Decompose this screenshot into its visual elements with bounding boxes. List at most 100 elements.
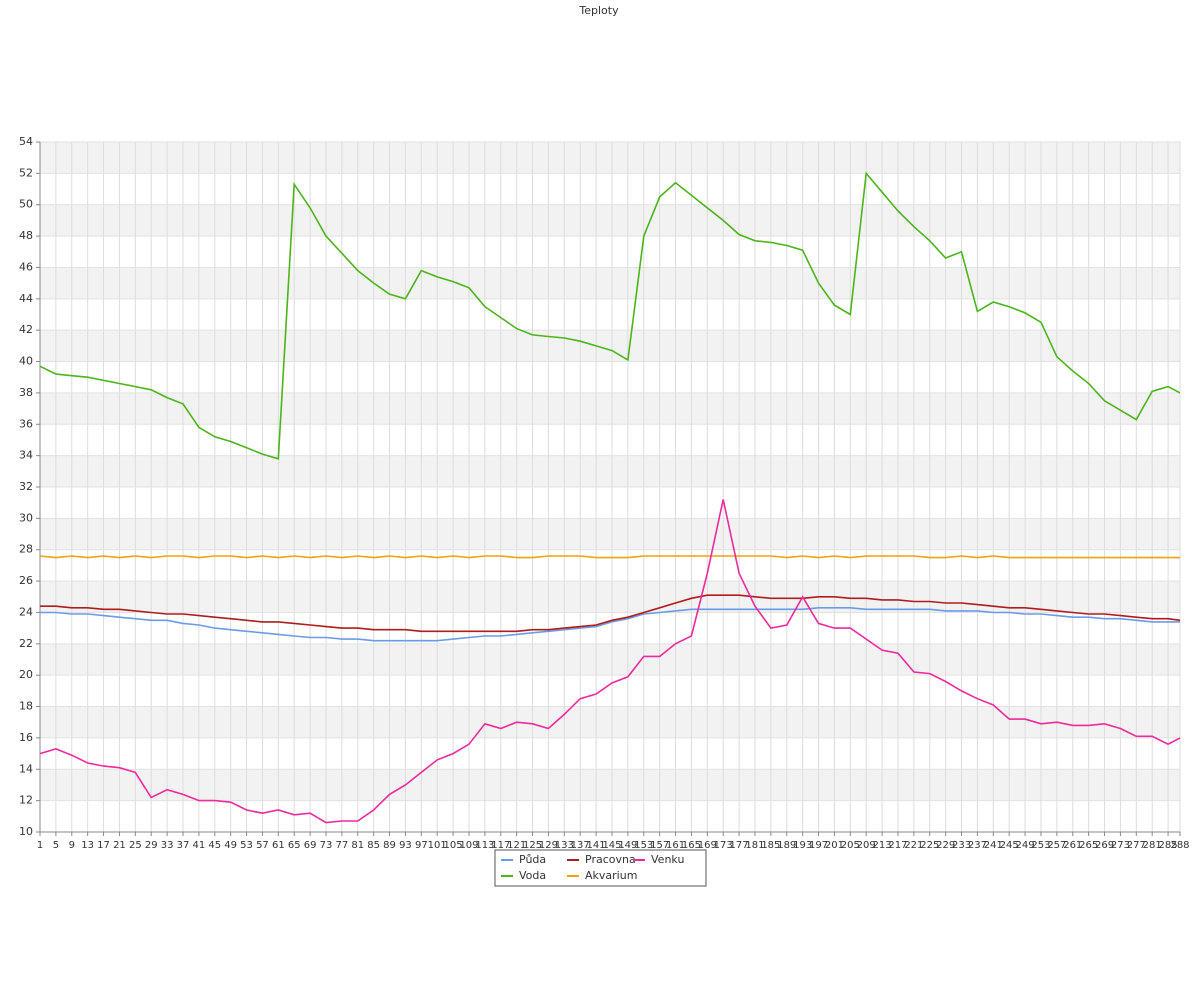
x-tick-label: 253 <box>1031 840 1050 851</box>
x-tick-label: 97 <box>415 840 428 851</box>
series-line <box>40 606 1180 642</box>
x-tick-label: 89 <box>383 840 396 851</box>
x-tick-label: 101 <box>428 840 447 851</box>
x-tick-label: 149 <box>618 840 637 851</box>
x-tick-label: 233 <box>952 840 971 851</box>
y-tick-label: 16 <box>19 731 33 744</box>
y-tick-label: 50 <box>19 198 33 211</box>
legend-label: Pracovna <box>585 853 636 866</box>
y-tick-label: 30 <box>19 511 33 524</box>
x-tick-label: 161 <box>666 840 685 851</box>
x-tick-label: 105 <box>444 840 463 851</box>
y-tick-label: 28 <box>19 543 33 556</box>
x-tick-label: 221 <box>904 840 923 851</box>
x-tick-label: 77 <box>336 840 349 851</box>
x-tick-label: 197 <box>809 840 828 851</box>
legend-label: Akvarium <box>585 869 637 882</box>
grid-band <box>40 518 1180 550</box>
x-tick-label: 288 <box>1170 840 1189 851</box>
y-tick-label: 46 <box>19 260 33 273</box>
y-tick-label: 32 <box>19 480 33 493</box>
legend-label: Venku <box>651 853 684 866</box>
x-tick-label: 273 <box>1111 840 1130 851</box>
series-line <box>40 594 1181 633</box>
x-tick-label: 153 <box>634 840 653 851</box>
x-tick-label: 277 <box>1127 840 1146 851</box>
y-tick-label: 20 <box>19 668 33 681</box>
x-tick-label: 269 <box>1095 840 1114 851</box>
x-tick-label: 53 <box>240 840 253 851</box>
x-tick-label: 217 <box>888 840 907 851</box>
x-tick-label: 109 <box>459 840 478 851</box>
x-tick-label: 49 <box>224 840 237 851</box>
x-tick-label: 213 <box>873 840 892 851</box>
x-tick-label: 85 <box>367 840 380 851</box>
x-tick-label: 17 <box>97 840 110 851</box>
y-tick-label: 34 <box>19 449 33 462</box>
x-tick-label: 201 <box>825 840 844 851</box>
y-tick-label: 10 <box>19 825 33 838</box>
x-tick-label: 229 <box>936 840 955 851</box>
grid-band <box>40 392 1180 425</box>
x-tick-label: 257 <box>1047 840 1066 851</box>
series-line <box>39 499 1181 824</box>
y-tick-label: 54 <box>19 135 33 148</box>
x-tick-label: 57 <box>256 840 269 851</box>
x-tick-label: 285 <box>1159 840 1178 851</box>
grid-band <box>40 455 1180 487</box>
x-tick-label: 65 <box>288 840 301 851</box>
x-tick-label: 137 <box>571 840 590 851</box>
x-tick-label: 33 <box>161 840 174 851</box>
x-tick-label: 205 <box>841 840 860 851</box>
y-tick-label: 18 <box>19 700 33 713</box>
y-tick-label: 44 <box>19 292 33 305</box>
grid-band <box>40 643 1180 676</box>
legend-label: Voda <box>519 869 546 882</box>
grid-band <box>40 769 1180 801</box>
legend-label: Půda <box>519 853 546 866</box>
x-tick-label: 73 <box>320 840 333 851</box>
y-tick-label: 26 <box>19 574 33 587</box>
x-tick-label: 113 <box>475 840 494 851</box>
x-tick-label: 157 <box>650 840 669 851</box>
x-tick-label: 5 <box>53 840 59 851</box>
x-tick-label: 13 <box>81 840 94 851</box>
x-tick-label: 165 <box>682 840 701 851</box>
x-tick-label: 281 <box>1143 840 1162 851</box>
x-tick-label: 185 <box>761 840 780 851</box>
grid-band <box>40 204 1180 237</box>
x-tick-label: 173 <box>714 840 733 851</box>
y-tick-label: 14 <box>19 762 33 775</box>
x-tick-label: 261 <box>1063 840 1082 851</box>
y-tick-label: 36 <box>19 417 33 430</box>
x-tick-label: 25 <box>129 840 142 851</box>
x-tick-label: 37 <box>177 840 190 851</box>
x-tick-label: 61 <box>272 840 285 851</box>
x-tick-label: 1 <box>37 840 43 851</box>
x-tick-label: 145 <box>602 840 621 851</box>
x-tick-label: 121 <box>507 840 526 851</box>
x-tick-label: 237 <box>968 840 987 851</box>
grid-band <box>40 581 1180 613</box>
y-tick-label: 40 <box>19 355 33 368</box>
x-tick-label: 41 <box>193 840 206 851</box>
x-tick-label: 125 <box>523 840 542 851</box>
x-tick-label: 117 <box>491 840 510 851</box>
x-tick-label: 45 <box>208 840 221 851</box>
y-tick-label: 22 <box>19 637 33 650</box>
legend: Půda Voda Pracovna Akvarium Venku <box>494 849 707 887</box>
y-tick-label: 52 <box>19 166 33 179</box>
x-tick-label: 93 <box>399 840 412 851</box>
y-tick-label: 42 <box>19 323 33 336</box>
x-tick-label: 209 <box>857 840 876 851</box>
x-tick-label: 225 <box>920 840 939 851</box>
x-tick-label: 177 <box>730 840 749 851</box>
x-tick-label: 181 <box>745 840 764 851</box>
chart-title: Teploty <box>578 4 619 17</box>
grid-band <box>40 142 1180 174</box>
series-line <box>39 555 1180 559</box>
y-tick-label: 48 <box>19 229 33 242</box>
x-tick-label: 21 <box>113 840 126 851</box>
legend-box <box>494 849 707 887</box>
